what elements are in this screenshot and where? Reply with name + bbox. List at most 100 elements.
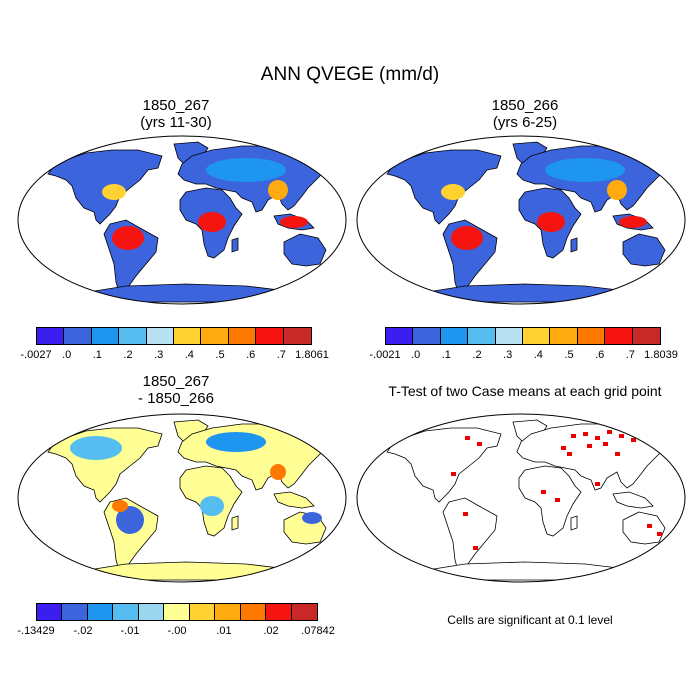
significant-cell bbox=[473, 546, 478, 550]
map-frame bbox=[17, 135, 347, 305]
value-patch bbox=[112, 500, 128, 512]
value-patch bbox=[116, 506, 144, 534]
value-patch bbox=[102, 184, 126, 200]
colorbar-tick-label: .3 bbox=[154, 349, 164, 361]
significant-cell bbox=[603, 442, 608, 446]
significant-cell bbox=[595, 436, 600, 440]
colorbar-tick-label: -.02 bbox=[73, 625, 93, 637]
colorbar-tick-label: .6 bbox=[595, 349, 605, 361]
significant-cell bbox=[541, 490, 546, 494]
colorbar-boxes bbox=[36, 603, 318, 621]
value-patch bbox=[607, 180, 627, 200]
panel2-title-line1: 1850_266 bbox=[491, 97, 559, 114]
significant-cell bbox=[571, 434, 576, 438]
colorbar-swatch bbox=[523, 328, 551, 344]
value-patch bbox=[537, 212, 565, 232]
colorbar-tick-label: -.0021 bbox=[369, 349, 401, 361]
significant-cell bbox=[567, 452, 572, 456]
colorbar-tick-label: .5 bbox=[215, 349, 225, 361]
significant-cell bbox=[595, 482, 600, 486]
value-patch bbox=[112, 226, 144, 250]
value-patch bbox=[280, 216, 308, 228]
southeast-asia-landmass bbox=[612, 491, 654, 509]
madagascar-landmass bbox=[570, 237, 578, 253]
colorbar-swatch bbox=[87, 604, 114, 620]
map-frame bbox=[17, 413, 347, 583]
colorbar-swatch bbox=[468, 328, 496, 344]
australia-landmass bbox=[283, 233, 327, 267]
significant-cell bbox=[615, 452, 620, 456]
value-patch bbox=[206, 158, 286, 182]
colorbar-swatch bbox=[138, 604, 165, 620]
colorbar-swatch bbox=[413, 328, 441, 344]
colorbar-swatch bbox=[577, 328, 606, 344]
panel1-title: 1850_267 (yrs 11-30) bbox=[46, 97, 306, 131]
significant-cell bbox=[631, 438, 636, 442]
colorbar-tick-label: .7 bbox=[276, 349, 286, 361]
significant-cell bbox=[477, 442, 482, 446]
colorbar-swatch bbox=[228, 328, 257, 344]
eurasia-landmass bbox=[516, 423, 680, 491]
colorbar-swatch bbox=[215, 604, 241, 620]
colorbar-tick-label: .7 bbox=[625, 349, 635, 361]
value-patch bbox=[206, 432, 266, 452]
australia-landmass bbox=[622, 511, 666, 545]
colorbar-swatch bbox=[495, 328, 524, 344]
colorbar-tick-label: .2 bbox=[123, 349, 133, 361]
colorbar-tick-label: -.00 bbox=[167, 625, 187, 637]
significance-note: Cells are significant at 0.1 level bbox=[447, 613, 613, 627]
colorbar-swatch bbox=[64, 328, 92, 344]
value-patch bbox=[619, 216, 647, 228]
panel3-title-line1: 1850_267 bbox=[142, 373, 210, 390]
colorbar-swatch bbox=[266, 604, 292, 620]
map-panel-difference bbox=[17, 413, 347, 583]
colorbar-swatch bbox=[189, 604, 216, 620]
significant-cell bbox=[647, 524, 652, 528]
colorbar-swatch bbox=[164, 604, 190, 620]
colorbar-swatch bbox=[256, 328, 284, 344]
significant-cell bbox=[583, 432, 588, 436]
colorbar-tick-label: .2 bbox=[472, 349, 482, 361]
colorbar-tick-label: .6 bbox=[246, 349, 256, 361]
panel2-title: 1850_266 (yrs 6-25) bbox=[395, 97, 655, 131]
significant-cell bbox=[607, 430, 612, 434]
significant-cell bbox=[587, 444, 592, 448]
colorbar-boxes bbox=[385, 327, 661, 345]
colorbar-tick-label: 1.8061 bbox=[295, 349, 329, 361]
significant-cell bbox=[619, 434, 624, 438]
significant-cell bbox=[465, 436, 470, 440]
colorbar-tick-label: -.01 bbox=[120, 625, 140, 637]
madagascar-landmass bbox=[570, 515, 578, 531]
south-america-landmass bbox=[442, 497, 498, 575]
figure-title: ANN QVEGE (mm/d) bbox=[260, 64, 440, 85]
colorbar-swatch bbox=[91, 328, 120, 344]
colorbar-tick-label: .5 bbox=[564, 349, 574, 361]
map-panel-ttest bbox=[356, 413, 686, 583]
colorbar-tick-label: -.0027 bbox=[20, 349, 52, 361]
panel3-title-line2: - 1850_266 bbox=[138, 390, 214, 407]
colorbar-tick-label: 1.8039 bbox=[644, 349, 678, 361]
colorbar-tick-label: .1 bbox=[441, 349, 451, 361]
value-patch bbox=[302, 512, 322, 524]
southeast-asia-landmass bbox=[273, 491, 315, 509]
significant-cell bbox=[451, 472, 456, 476]
colorbar-swatch bbox=[37, 328, 65, 344]
colorbar-tick-label: .01 bbox=[216, 625, 232, 637]
panel1-title-line1: 1850_267 bbox=[142, 97, 210, 114]
colorbar-swatch bbox=[240, 604, 267, 620]
colorbar-tick-label: .0 bbox=[62, 349, 72, 361]
colorbar-swatch bbox=[550, 328, 578, 344]
significant-cell bbox=[645, 432, 650, 436]
colorbar-tick-label: -.13429 bbox=[17, 625, 55, 637]
colorbar-swatch bbox=[146, 328, 175, 344]
colorbar-swatch bbox=[440, 328, 469, 344]
panel4-title: T-Test of two Case means at each grid po… bbox=[388, 383, 662, 399]
colorbar-swatch bbox=[291, 604, 317, 620]
map-frame bbox=[356, 413, 686, 583]
colorbar-boxes bbox=[36, 327, 312, 345]
value-patch bbox=[268, 180, 288, 200]
significant-cell bbox=[463, 512, 468, 516]
colorbar-tick-label: .4 bbox=[533, 349, 543, 361]
value-patch bbox=[441, 184, 465, 200]
colorbar-swatch bbox=[201, 328, 229, 344]
